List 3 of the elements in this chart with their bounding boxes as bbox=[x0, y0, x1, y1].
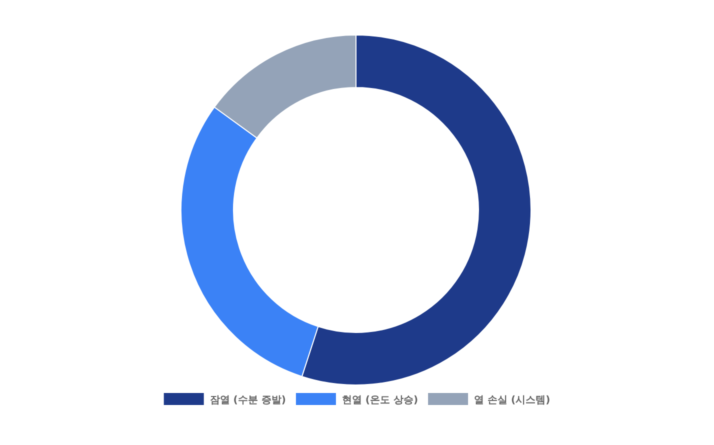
legend-label: 잠열 (수분 증발) bbox=[210, 395, 286, 406]
legend-label: 현열 (온도 상승) bbox=[342, 395, 418, 406]
legend-label: 열 손실 (시스템) bbox=[474, 395, 550, 406]
